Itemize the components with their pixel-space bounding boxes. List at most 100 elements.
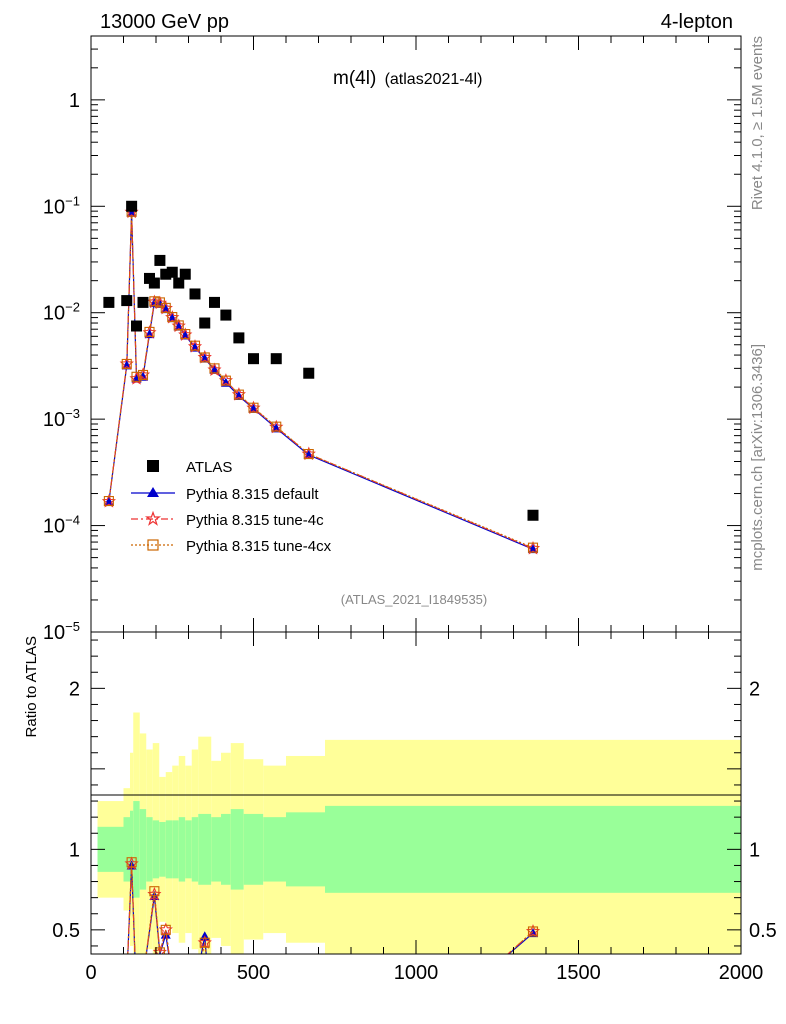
tick-base: 10 xyxy=(43,516,65,538)
main-y-tick-label: 10−4 xyxy=(43,513,80,538)
main-series-markers xyxy=(101,204,541,555)
tick-exponent: −1 xyxy=(65,193,80,208)
legend-marker-tune4cx xyxy=(147,539,159,551)
header-right: 4-lepton xyxy=(661,11,733,33)
main-y-tick-label: 10−5 xyxy=(43,619,80,644)
ratio-x-tick-label: 1500 xyxy=(556,962,601,984)
ratio-ylabel: Ratio to ATLAS xyxy=(23,636,40,737)
main-series-point xyxy=(121,360,132,370)
main-series-point xyxy=(248,402,259,413)
mcplots-label: mcplots.cern.ch [arXiv:1306.3436] xyxy=(749,344,766,571)
stat-band xyxy=(123,817,130,882)
main-series-point xyxy=(144,329,155,339)
stat-band xyxy=(152,820,160,879)
stat-band xyxy=(243,813,264,885)
main-series-point xyxy=(209,363,220,374)
plot-title-main: m(4l) xyxy=(333,68,376,89)
watermark: (ATLAS_2021_I1849535) xyxy=(341,592,487,607)
legend-marker-default xyxy=(147,487,159,497)
atlas-data-point xyxy=(179,268,191,280)
atlas-data-point xyxy=(209,296,220,308)
atlas-data-point xyxy=(220,309,232,321)
ratio-axis-ticks xyxy=(90,632,742,954)
tick-exponent: −5 xyxy=(65,619,80,634)
atlas-data-point xyxy=(121,295,133,307)
ratio-series-point xyxy=(527,926,539,937)
main-plot-frame xyxy=(91,36,741,632)
ratio-x-tick-label: 500 xyxy=(237,962,270,984)
legend-marker-tune4c xyxy=(144,510,162,526)
main-series-point xyxy=(160,302,171,313)
main-series-point xyxy=(199,352,210,363)
atlas-data-point xyxy=(303,367,315,379)
stat-band xyxy=(159,821,166,877)
ratio-series-point xyxy=(160,924,171,935)
atlas-data-point xyxy=(148,277,160,289)
plot-title: m(4l) (atlas2021-4l) xyxy=(333,68,482,89)
stat-band xyxy=(325,805,741,893)
main-y-tick-label: 10−3 xyxy=(43,406,80,431)
atlas-data-point xyxy=(160,268,172,280)
plot-title-sub: (atlas2021-4l) xyxy=(385,71,483,88)
ratio-series-point xyxy=(528,928,538,938)
legend-label-default: Pythia 8.315 default xyxy=(186,486,319,503)
stat-band xyxy=(221,813,231,885)
stat-band xyxy=(130,810,134,888)
main-series-point xyxy=(233,390,244,400)
atlas-data-point xyxy=(189,288,201,300)
ratio-y-tick-label-left: 1 xyxy=(69,839,80,861)
legend-label-atlas: ATLAS xyxy=(186,459,232,476)
stat-band xyxy=(133,801,140,898)
ratio-y-tick-label-right: 2 xyxy=(749,678,760,700)
ratio-plot-border xyxy=(90,631,742,955)
stat-band xyxy=(263,817,286,882)
ratio-x-tick-label: 0 xyxy=(85,962,96,984)
main-y-tick-label: 10−2 xyxy=(43,300,80,325)
atlas-data-point xyxy=(103,296,115,308)
stat-band xyxy=(185,820,192,879)
tick-base: 10 xyxy=(43,622,65,644)
tick-exponent: −4 xyxy=(65,513,80,528)
stat-band xyxy=(191,817,199,882)
legend-marker-atlas xyxy=(147,460,159,472)
header-left: 13000 GeV pp xyxy=(100,11,229,33)
atlas-data-point xyxy=(126,200,138,212)
main-series-point xyxy=(189,340,201,351)
main-series-point xyxy=(167,312,178,323)
main-series-point xyxy=(303,448,314,460)
stat-band xyxy=(211,817,221,882)
atlas-data-point xyxy=(527,509,539,521)
main-series-point xyxy=(144,326,155,337)
ratio-series-point xyxy=(154,947,165,954)
ratio-x-tick-label: 2000 xyxy=(719,962,764,984)
rivet-label: Rivet 4.1.0, ≥ 1.5M events xyxy=(749,36,766,210)
main-y-tick-label: 10−1 xyxy=(43,193,80,218)
ratio-x-tick-labels: 0 500 1000 1500 2000 xyxy=(85,962,763,984)
tick-exponent: −2 xyxy=(65,300,80,315)
atlas-data-point xyxy=(131,320,142,332)
main-series-point xyxy=(180,329,191,340)
tick-base: 10 xyxy=(43,303,65,325)
main-series-point xyxy=(103,495,114,507)
ratio-y-tick-labels: 0.5 0.5 1 1 2 2 xyxy=(52,678,777,942)
ratio-series-point xyxy=(126,857,137,868)
main-series-point xyxy=(199,353,210,363)
main-y-tick-labels: 110−110−210−310−410−5 xyxy=(43,90,80,644)
main-series-point xyxy=(173,320,184,331)
legend: ATLAS Pythia 8.315 default Pythia 8.315 … xyxy=(131,459,332,555)
ratio-bands xyxy=(97,712,741,954)
stat-band xyxy=(178,817,186,882)
stat-band xyxy=(139,809,147,890)
ratio-y-tick-label-left: 0.5 xyxy=(52,920,80,942)
ratio-series-point xyxy=(199,937,210,948)
ratio-x-tick-label: 1000 xyxy=(394,962,439,984)
ratio-y-tick-label-left: 2 xyxy=(69,678,80,700)
atlas-data-point xyxy=(154,254,166,266)
tick-exponent: −3 xyxy=(65,406,80,421)
legend-label-tune4cx: Pythia 8.315 tune-4cx xyxy=(186,538,332,555)
main-data-markers xyxy=(103,200,539,521)
atlas-data-point xyxy=(233,332,245,344)
stat-band xyxy=(146,817,153,882)
main-y-tick-label: 1 xyxy=(69,90,80,112)
